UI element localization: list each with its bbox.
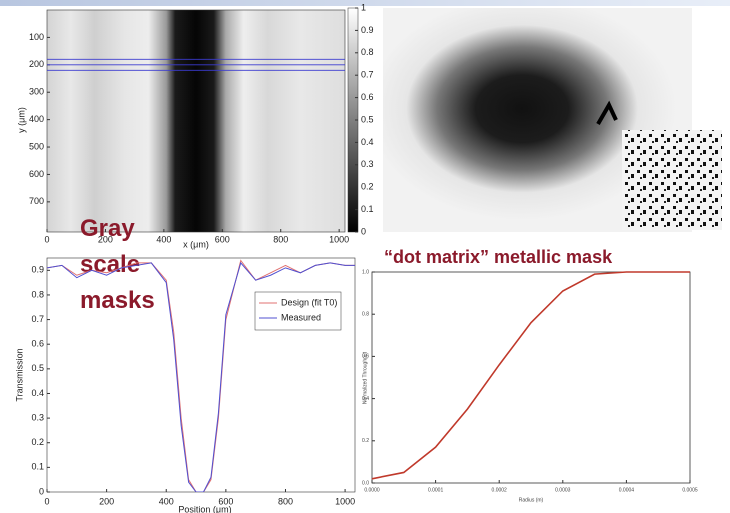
x-tick-label: 0.0003: [555, 487, 571, 493]
y-tick-label: 0.6: [31, 339, 44, 349]
x-tick-label: 0.0001: [428, 487, 444, 493]
colorbar-tick-label: 0.3: [361, 159, 374, 169]
y-tick-label: 0.3: [31, 412, 44, 422]
x-axis-label: Position (μm): [178, 504, 231, 513]
caption-line: Gray: [80, 215, 135, 242]
plot-area: [47, 259, 355, 492]
x-axis-label: x (μm): [183, 239, 209, 249]
legend-label: Design (fit T0): [281, 297, 337, 307]
plot-frame: [371, 271, 691, 484]
colorbar-tick-label: 0.2: [361, 182, 374, 192]
colorbar-tick-label: 0.8: [361, 47, 374, 57]
dot-inset: [622, 130, 722, 230]
y-tick-label: 500: [29, 141, 44, 151]
colorbar-tick-label: 0: [361, 226, 366, 236]
plot-area: [371, 271, 690, 480]
colorbar-tick-label: 0.5: [361, 114, 374, 124]
x-tick-label: 600: [215, 234, 230, 244]
x-axis-label: Radius (m): [519, 497, 544, 503]
x-tick-label: 800: [278, 496, 293, 506]
y-tick-label: 300: [29, 87, 44, 97]
y-tick-label: 0.2: [362, 438, 369, 444]
x-tick-label: 200: [99, 496, 114, 506]
x-tick-label: 800: [273, 234, 288, 244]
x-tick-label: 0.0002: [492, 487, 508, 493]
y-tick-label: 400: [29, 114, 44, 124]
legend-label: Measured: [281, 312, 321, 322]
scan-frame: [358, 262, 700, 508]
x-tick-label: 1000: [329, 234, 349, 244]
y-tick-label: 600: [29, 169, 44, 179]
x-tick-label: 400: [159, 496, 174, 506]
y-axis-label: Normalized Throughput: [362, 351, 368, 404]
y-axis-label: Transmission: [14, 348, 24, 401]
y-tick-label: 0.8: [31, 289, 44, 299]
colorbar-tick-label: 0.7: [361, 70, 374, 80]
colorbar-tick-label: 0.6: [361, 92, 374, 102]
y-tick-label: 0.8: [362, 312, 369, 318]
y-tick-label: 0.7: [31, 314, 44, 324]
y-tick-label: 0.6: [362, 354, 369, 360]
x-tick-label: 0.0000: [364, 487, 380, 493]
y-tick-label: 0.0: [362, 480, 369, 486]
line: [371, 271, 690, 480]
x-tick-label: 0.0004: [619, 487, 635, 493]
colorbar-tick-label: 1: [361, 2, 366, 12]
colorbar-tick-label: 0.9: [361, 25, 374, 35]
arrow: [596, 100, 618, 126]
y-tick-label: 0.4: [362, 396, 369, 402]
colorbar-tick-label: 0.1: [361, 204, 374, 214]
y-tick-label: 0.5: [31, 363, 44, 373]
y-tick-label: 0: [39, 486, 44, 496]
x-tick-label: 0: [44, 496, 49, 506]
y-tick-label: 700: [29, 196, 44, 206]
y-tick-label: 200: [29, 59, 44, 69]
y-tick-label: 100: [29, 32, 44, 42]
legend-box: [254, 291, 342, 331]
y-tick-label: 0.1: [31, 462, 44, 472]
x-tick-label: 0.0005: [682, 487, 698, 493]
y-tick-label: 0.9: [31, 265, 44, 275]
caption-line: masks: [80, 287, 155, 314]
y-tick-label: 1.0: [362, 269, 369, 275]
y-axis-label: y (μm): [16, 107, 26, 133]
x-tick-label: 200: [98, 234, 113, 244]
x-tick-label: 400: [156, 234, 171, 244]
gray-mask-image: [46, 9, 346, 233]
x-tick-label: 1000: [335, 496, 355, 506]
y-tick-label: 0.4: [31, 388, 44, 398]
line: [47, 261, 355, 492]
caption: “dot matrix” metallic mask: [384, 247, 613, 267]
x-tick-label: 600: [218, 496, 233, 506]
colorbar-tick-label: 0.4: [361, 137, 374, 147]
y-tick-label: 0.2: [31, 437, 44, 447]
top-bar: [0, 0, 730, 6]
x-tick-label: 0: [44, 234, 49, 244]
